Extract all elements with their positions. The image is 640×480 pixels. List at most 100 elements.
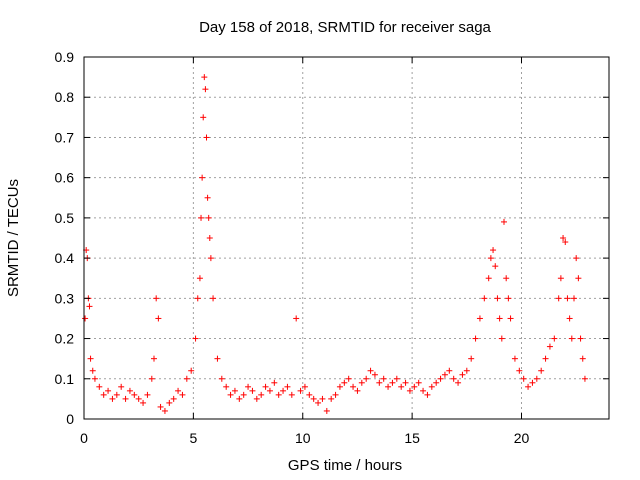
data-point [505, 295, 512, 302]
data-point [455, 379, 462, 386]
data-point [446, 367, 453, 374]
data-point [218, 375, 225, 382]
data-point [236, 395, 243, 402]
data-point [415, 379, 422, 386]
data-point [568, 335, 575, 342]
data-point [192, 335, 199, 342]
data-point [135, 395, 142, 402]
data-point [566, 315, 573, 322]
data-point [376, 379, 383, 386]
x-tick-label: 5 [189, 430, 197, 446]
data-point [529, 379, 536, 386]
data-point [207, 255, 214, 262]
data-point [227, 391, 234, 398]
data-point [240, 391, 247, 398]
data-point [332, 391, 339, 398]
data-point [122, 395, 129, 402]
data-point [157, 403, 164, 410]
data-point [201, 74, 208, 81]
data-point [271, 379, 278, 386]
x-tick-label: 10 [295, 430, 311, 446]
data-point [492, 263, 499, 270]
data-point [538, 367, 545, 374]
data-point [560, 235, 567, 241]
data-point [155, 315, 162, 322]
data-point [389, 379, 396, 386]
data-point [203, 134, 210, 141]
data-point [551, 335, 558, 342]
data-point [481, 295, 488, 302]
data-point [280, 387, 287, 394]
x-tick-label: 15 [404, 430, 420, 446]
data-point [516, 367, 523, 374]
y-tick-label: 0.9 [55, 49, 75, 65]
x-axis-title: GPS time / hours [288, 457, 402, 474]
data-point [245, 383, 252, 390]
data-point [144, 391, 151, 398]
data-point [214, 355, 221, 362]
data-point [363, 375, 370, 382]
data-point [354, 387, 361, 394]
data-point [468, 355, 475, 362]
data-point [573, 255, 580, 262]
data-point [206, 235, 213, 241]
data-point [82, 315, 89, 322]
data-point [323, 407, 330, 414]
data-point [200, 114, 207, 121]
data-point [231, 387, 238, 394]
data-point [533, 375, 540, 382]
data-point [579, 355, 586, 362]
data-point [476, 315, 483, 322]
data-point [501, 218, 507, 225]
data-point [284, 383, 291, 390]
data-point [118, 383, 125, 390]
data-point [546, 343, 553, 350]
data-point [507, 315, 514, 322]
data-point [202, 86, 209, 93]
data-point [126, 387, 133, 394]
data-point [487, 255, 494, 262]
data-point [411, 383, 418, 390]
y-tick-label: 0.4 [55, 250, 75, 266]
data-point [319, 395, 326, 402]
data-point [380, 375, 387, 382]
data-point [288, 391, 295, 398]
data-point [398, 383, 405, 390]
data-point [459, 371, 466, 378]
data-point [542, 355, 549, 362]
data-point [350, 383, 357, 390]
data-point [96, 383, 103, 390]
data-point [328, 395, 335, 402]
data-point [571, 295, 577, 302]
data-point [210, 295, 217, 302]
data-point [555, 295, 562, 302]
data-point [306, 391, 313, 398]
data-point [496, 315, 503, 322]
data-point [336, 383, 343, 390]
data-point [275, 391, 282, 398]
data-point [575, 275, 582, 282]
data-point [89, 367, 96, 374]
data-point [198, 214, 205, 221]
data-point [301, 383, 308, 390]
data-point [358, 379, 365, 386]
data-point [490, 247, 497, 254]
data-point [188, 367, 195, 374]
data-point [557, 275, 564, 282]
data-point [204, 194, 211, 201]
data-point [437, 375, 444, 382]
x-tick-label: 20 [514, 430, 530, 446]
data-point [196, 275, 203, 282]
data-point [371, 371, 378, 378]
data-point [525, 383, 532, 390]
y-tick-label: 0.5 [55, 210, 75, 226]
data-point [441, 371, 448, 378]
data-point [581, 375, 588, 382]
data-point [564, 295, 571, 302]
data-point [266, 387, 273, 394]
data-point [175, 387, 182, 394]
data-point [293, 315, 300, 322]
data-point [109, 395, 116, 402]
data-point [463, 367, 470, 374]
data-point [310, 395, 317, 402]
